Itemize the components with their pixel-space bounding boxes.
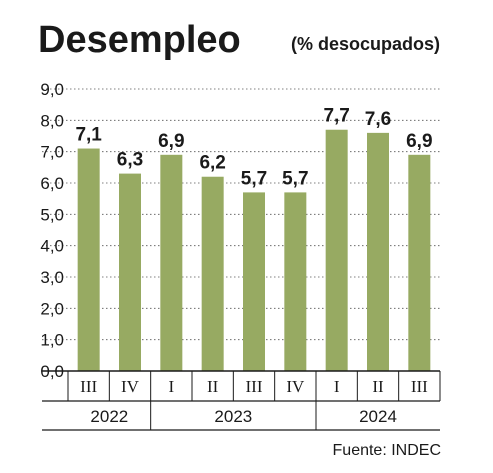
source-note: Fuente: INDEC: [333, 442, 441, 459]
bar: [284, 192, 307, 371]
y-tick-label: 5,0: [40, 205, 64, 224]
data-label: 7,1: [75, 125, 102, 146]
bar: [325, 129, 348, 371]
data-label: 6,9: [406, 131, 432, 152]
y-axis-ticks: 0,01,02,03,04,05,06,07,08,09,0: [40, 80, 64, 381]
x-tick-label: I: [168, 377, 174, 396]
y-tick-label: 7,0: [40, 143, 64, 162]
x-tick-label: I: [334, 377, 340, 396]
bar: [119, 173, 141, 371]
data-labels: 7,1 6,3 6,9 6,2 5,7 5,7 7,7 7,6 6,9: [75, 106, 432, 190]
year-label: 2022: [90, 407, 128, 426]
y-tick-label: 3,0: [40, 268, 64, 287]
chart-title: Desempleo: [38, 19, 241, 61]
bars: [77, 129, 431, 371]
y-tick-label: 6,0: [40, 174, 64, 193]
bar: [408, 154, 431, 371]
data-label: 7,7: [323, 106, 349, 127]
year-label: 2024: [359, 407, 397, 426]
y-tick-label: 9,0: [40, 80, 64, 99]
y-tick-label: 2,0: [40, 299, 64, 318]
bar: [367, 132, 389, 371]
x-tick-label: III: [80, 377, 97, 396]
data-label: 5,7: [282, 168, 308, 189]
bar: [243, 192, 265, 371]
x-tick-label: III: [246, 377, 263, 396]
data-label: 6,3: [117, 150, 143, 171]
y-tick-label: 8,0: [40, 111, 64, 130]
bar: [77, 148, 100, 371]
bar: [160, 154, 183, 371]
chart-subtitle: (% desocupados): [291, 34, 440, 54]
data-label: 6,9: [158, 131, 184, 152]
data-label: 7,6: [365, 109, 391, 130]
y-tick-label: 4,0: [40, 237, 64, 256]
y-tick-label: 1,0: [40, 331, 64, 350]
data-label: 5,7: [241, 168, 267, 189]
x-tick-label: II: [207, 377, 219, 396]
year-label: 2023: [214, 407, 252, 426]
x-tick-label: IV: [121, 377, 140, 396]
x-tick-label: II: [372, 377, 384, 396]
x-tick-label: IV: [286, 377, 305, 396]
bar: [201, 176, 224, 371]
data-label: 6,2: [199, 153, 225, 174]
x-tick-label: III: [411, 377, 428, 396]
